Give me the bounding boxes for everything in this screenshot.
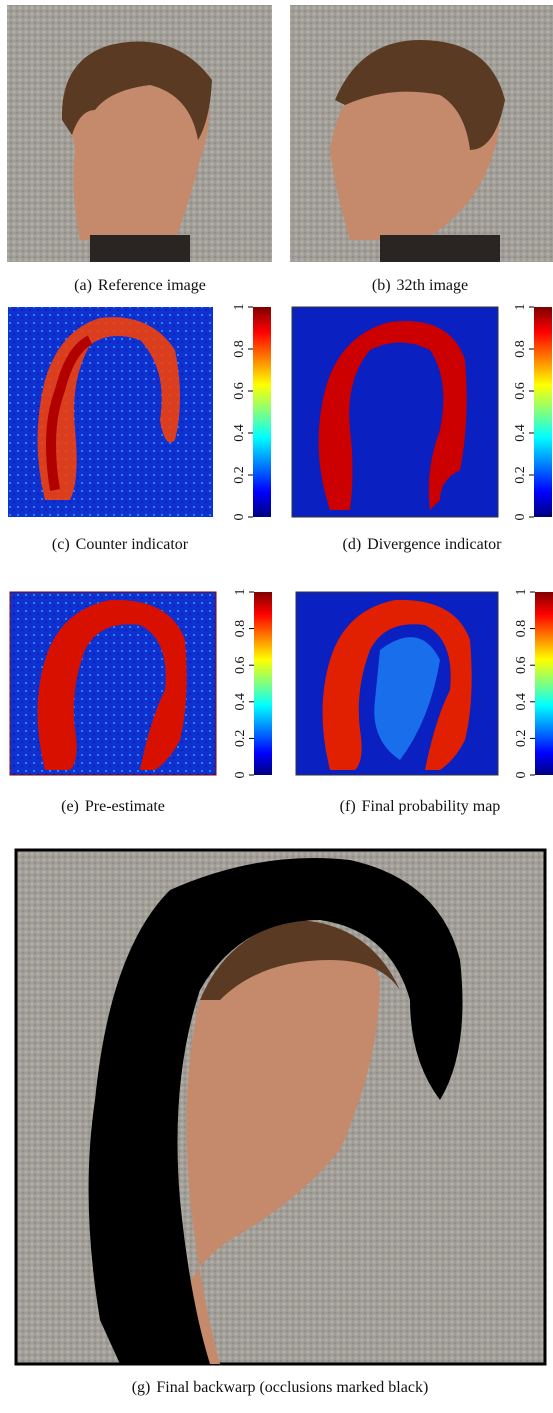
colorbar-tick-label: 0.8 <box>514 620 529 638</box>
colorbar-tick-label: 0.2 <box>514 730 529 748</box>
colorbar-tick-label: 0.2 <box>233 730 248 748</box>
colorbar-tick-label: 0.6 <box>514 656 529 674</box>
backwarp-image <box>14 848 547 1366</box>
caption-text: Final backwarp (occlusions marked black) <box>156 1379 428 1396</box>
caption-text: Divergence indicator <box>367 536 502 553</box>
panel-caption: (d) Divergence indicator <box>343 536 503 553</box>
colorbar-tick-label: 0.4 <box>232 424 247 442</box>
colorbar-tick-label: 1 <box>232 304 247 311</box>
colorbar-tick-label: 1 <box>513 304 528 311</box>
panel-caption: (a) Reference image <box>74 277 206 294</box>
colorbar <box>535 592 553 775</box>
divergence-map <box>291 306 499 518</box>
colorbar <box>254 592 272 775</box>
colorbar <box>534 307 552 517</box>
caption-text: 32th image <box>397 277 469 294</box>
colorbar-tick-label: 0.4 <box>233 693 248 711</box>
colorbar-tick-label: 0.4 <box>514 693 529 711</box>
colorbar-tick-label: 0.2 <box>513 466 528 484</box>
colorbar-tick-label: 1 <box>233 589 248 596</box>
colorbar-tick-label: 1 <box>514 589 529 596</box>
panel-label: (a) <box>74 277 92 294</box>
final-probability-map <box>295 591 499 776</box>
colorbar-tick-label: 0.8 <box>513 340 528 358</box>
panel-label: (e) <box>61 798 79 815</box>
colorbar-tick-label: 0.2 <box>232 466 247 484</box>
pre-estimate-map <box>9 591 217 776</box>
panel-caption: (f) Final probability map <box>340 798 501 815</box>
panel-caption: (g) Final backwarp (occlusions marked bla… <box>132 1379 429 1396</box>
panel-label: (d) <box>343 536 362 553</box>
panel-label: (c) <box>52 536 70 553</box>
colorbar-tick-label: 0 <box>513 514 528 521</box>
colorbar-tick-label: 0.8 <box>232 340 247 358</box>
colorbar-tick-label: 0.6 <box>513 382 528 400</box>
caption-text: Final probability map <box>362 798 501 815</box>
panel-label: (f) <box>340 798 356 815</box>
panel-label: (b) <box>372 277 391 294</box>
colorbar-tick-label: 0 <box>232 514 247 521</box>
caption-text: Reference image <box>98 277 206 294</box>
colorbar <box>253 307 271 517</box>
colorbar-tick-label: 0.6 <box>232 382 247 400</box>
reference-photo <box>7 5 272 262</box>
caption-text: Counter indicator <box>76 536 189 553</box>
colorbar-tick-label: 0.6 <box>233 656 248 674</box>
colorbar-tick-label: 0 <box>514 772 529 779</box>
counter-map <box>8 307 213 517</box>
colorbar-tick-label: 0.8 <box>233 620 248 638</box>
panel-caption: (b) 32th image <box>372 277 468 294</box>
panel-label: (g) <box>132 1379 151 1396</box>
panel-caption: (e) Pre-estimate <box>61 798 165 815</box>
panel-caption: (c) Counter indicator <box>52 536 189 553</box>
32th-photo <box>290 5 553 262</box>
caption-text: Pre-estimate <box>85 798 165 815</box>
colorbar-tick-label: 0 <box>233 772 248 779</box>
colorbar-tick-label: 0.4 <box>513 424 528 442</box>
